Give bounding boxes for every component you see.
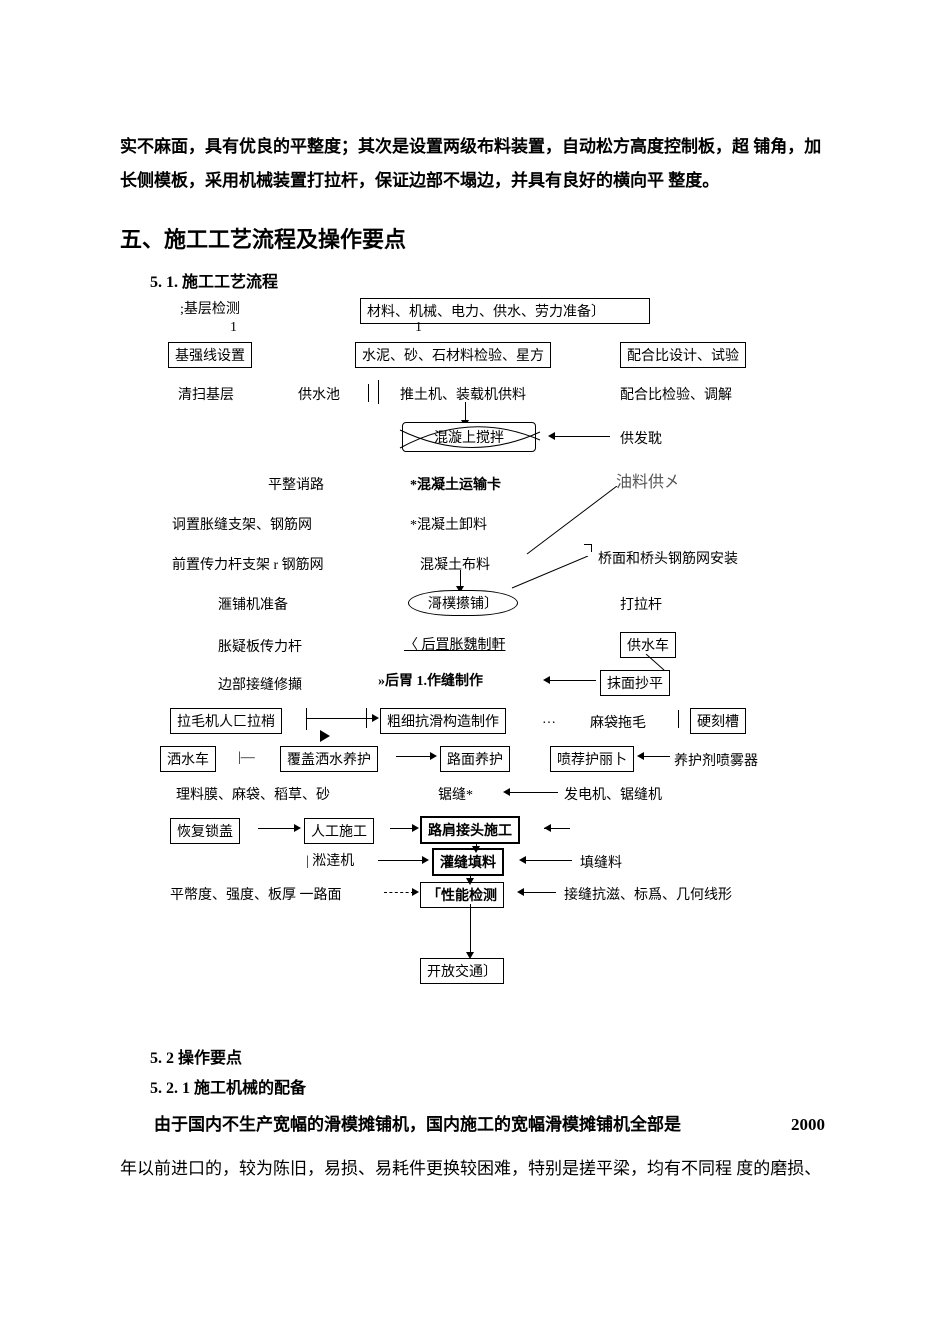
node-base-check: ;基层检测 [180, 298, 240, 318]
node-supply-power: 供发耽 [620, 428, 662, 448]
node-road-cure: 路面养护 [440, 746, 510, 772]
node-slipform-pave: 滒樸攃铺〕 [408, 590, 518, 616]
body-year: 2000 [757, 1108, 825, 1142]
node-mix-design: 配合比设计、试验 [620, 342, 746, 368]
node-performance-test: 「性能检测 [420, 882, 504, 908]
node-cure-sprayer: 养护剂喷雾器 [674, 750, 758, 770]
body-paragraph-2: 年以前进口的，较为陈旧，易损、易耗件更换较困难，特别是搓平梁，均有不同程 度的磨… [120, 1152, 825, 1186]
node-baseline-set: 基强线设置 [168, 342, 252, 368]
node-water-pool: 供水池 [298, 384, 340, 404]
node-texture-make: 粗细抗滑构造制作 [380, 708, 506, 734]
node-1b: 1 [415, 320, 422, 336]
page: 实不麻面，具有优良的平整度；其次是设置两级布料装置，自动松方高度控制板，超 铺角… [0, 0, 945, 1246]
node-burlap-drag: 麻袋拖毛 [590, 712, 646, 732]
node-groove: 硬刻槽 [690, 708, 746, 734]
node-preparation: 材料、机械、电力、供水、劳力准备〕 [360, 298, 650, 324]
node-concrete-spread: 混凝土布料 [420, 554, 490, 574]
node-rear-joint-make: »后胃 1.作缝制作 [378, 670, 483, 690]
node-saw-joint: 锯缝* [438, 784, 473, 804]
node-spray-cure: 喷荐护丽卜 [550, 746, 634, 772]
node-water-cart: 洒水车 [160, 746, 216, 772]
node-rear-expansion: 〈 后罝胀魏制軒 [404, 634, 506, 654]
node-dots: … [542, 712, 556, 728]
node-tie-bar: 打拉杆 [620, 594, 662, 614]
node-joint-anti-spec: 接缝抗滋、标爲、几何线形 [564, 884, 732, 904]
node-seal-material: 填缝料 [580, 852, 622, 872]
node-cover-water-cure: 覆盖洒水养护 [280, 746, 378, 772]
body-paragraph-1a: 由于国内不生产宽幅的滑模摊铺机，国内施工的宽幅滑模摊铺机全部是 [154, 1115, 681, 1134]
section-5-heading: 五、施工工艺流程及操作要点 [120, 222, 825, 254]
node-loader-feed: 推土机、装载机供料 [400, 384, 526, 404]
node-seal-fill: 灌缝填料 [432, 848, 504, 876]
node-front-dowel: 前置传力杆支架 r 钢筋网 [172, 554, 324, 574]
node-brush-machine: 拉毛机人匚拉梢 [170, 708, 282, 734]
node-slipform-ready: 滙铺机准备 [218, 594, 288, 614]
node-material-check: 水泥、砂、石材料检验、星方 [355, 342, 551, 368]
node-concrete-transport: *混凝土运输卡 [410, 474, 501, 494]
node-dash-i: |— [238, 750, 255, 766]
node-restore-cover: 恢复锁盖 [170, 818, 240, 844]
node-level-road: 平整诮路 [268, 474, 324, 494]
edge-fuel [525, 486, 620, 556]
node-mix-verify: 配合比检验、调解 [620, 384, 732, 404]
swoosh-arc [395, 418, 545, 458]
node-concrete-unload: *混凝土卸料 [410, 514, 487, 534]
section-5-2-heading: 5. 2 操作要点 [150, 1044, 825, 1068]
node-slipform-pave-label: 滒樸攃铺〕 [428, 593, 498, 613]
node-fuel-supply: 油料供㐅 [616, 468, 680, 492]
node-trowel-level: 抹面抄平 [600, 670, 670, 696]
body-paragraph-1: 由于国内不生产宽幅的滑模摊铺机，国内施工的宽幅滑模摊铺机全部是 2000 [120, 1108, 825, 1142]
node-edge-joint: 边部接缝修攧 [218, 674, 302, 694]
node-1a: 1 [230, 320, 237, 336]
node-shoulder-joint: 路肩接头施工 [420, 816, 520, 844]
intro-paragraph: 实不麻面，具有优良的平整度；其次是设置两级布料装置，自动松方高度控制板，超 铺角… [120, 130, 825, 198]
node-open-traffic: 开放交通〕 [420, 958, 504, 984]
node-expansion-joint: 诇置胀缝支架、钢筋网 [172, 514, 312, 534]
node-cover-material: 理料膜、麻袋、稻草、砂 [176, 784, 330, 804]
flowchart: ;基层检测 材料、机械、电力、供水、劳力准备〕 1 1 基强线设置 水泥、砂、石… [120, 298, 825, 1038]
section-5-1-heading: 5. 1. 施工工艺流程 [150, 268, 825, 292]
node-expansion-dowel: 胀疑板传力杆 [218, 636, 302, 656]
node-manual-work: 人工施工 [304, 818, 374, 844]
node-clean-base: 清扫基层 [178, 384, 234, 404]
section-5-2-1-heading: 5. 2. 1 施工机械的配备 [150, 1074, 825, 1098]
edge-bridge [510, 556, 590, 590]
node-generator-saw: 发电机、锯缝机 [564, 784, 662, 804]
play-icon [320, 730, 330, 742]
node-flatness-strength: 平幣度、强度、板厚 一路面 [170, 884, 342, 904]
node-slush-machine: | 淞逹机 [306, 850, 354, 870]
